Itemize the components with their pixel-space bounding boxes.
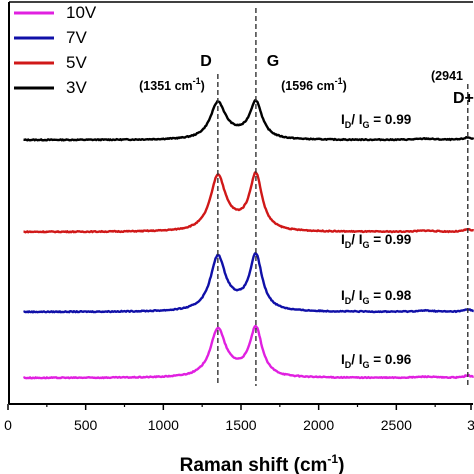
dplus-peak-label: D+ [453,90,474,107]
ratio-label-10V: ID/ IG = 0.99 [341,112,411,130]
x-tick-label: 3 [467,417,474,433]
x-axis-ticks: 0 500 1000 1500 2000 2500 3 [4,404,474,433]
ratio-label-5V: ID/ IG = 0.98 [341,288,412,306]
series-line-3V [23,98,474,142]
x-tick-label: 500 [74,417,98,433]
x-axis-title-sup: -1 [327,452,338,466]
x-axis-title: Raman shift (cm-1) [180,452,345,474]
ratio-label-7V: ID/ IG = 0.99 [341,232,411,250]
x-axis-title-main: Raman shift (cm [180,455,328,474]
ratio-label-3V: ID/ IG = 0.96 [341,352,412,370]
series-line-7V [23,251,474,314]
d-peak-position: (1351 cm-1) [139,76,205,93]
legend-label-7V: 7V [66,28,87,47]
g-peak-label: G [267,53,279,70]
series-layer [22,98,474,380]
legend: 10V 7V 5V 3V [14,3,97,97]
x-tick-label: 1500 [225,417,256,433]
legend-label-10V: 10V [66,3,97,22]
intensity-ratio-labels: ID/ IG = 0.99 ID/ IG = 0.99 ID/ IG = 0.98 I… [341,112,412,370]
x-tick-label: 2000 [303,417,334,433]
x-tick-label: 2500 [381,417,412,433]
g-peak-annotation: G (1596 cm-1) [267,53,347,93]
d-peak-label: D [200,53,212,70]
legend-label-3V: 3V [66,78,87,97]
x-axis-title-close: ) [338,455,344,474]
x-tick-label: 0 [4,417,12,433]
series-line-5V [23,170,474,234]
legend-label-5V: 5V [66,53,87,72]
dplus-peak-annotation: (2941 D+ [431,69,474,107]
dplus-peak-position: (2941 [431,69,463,83]
d-peak-annotation: D (1351 cm-1) [139,53,212,93]
reference-lines [217,8,469,386]
x-tick-label: 1000 [148,417,179,433]
series-line-10V [22,324,474,380]
g-peak-position: (1596 cm-1) [281,76,347,93]
